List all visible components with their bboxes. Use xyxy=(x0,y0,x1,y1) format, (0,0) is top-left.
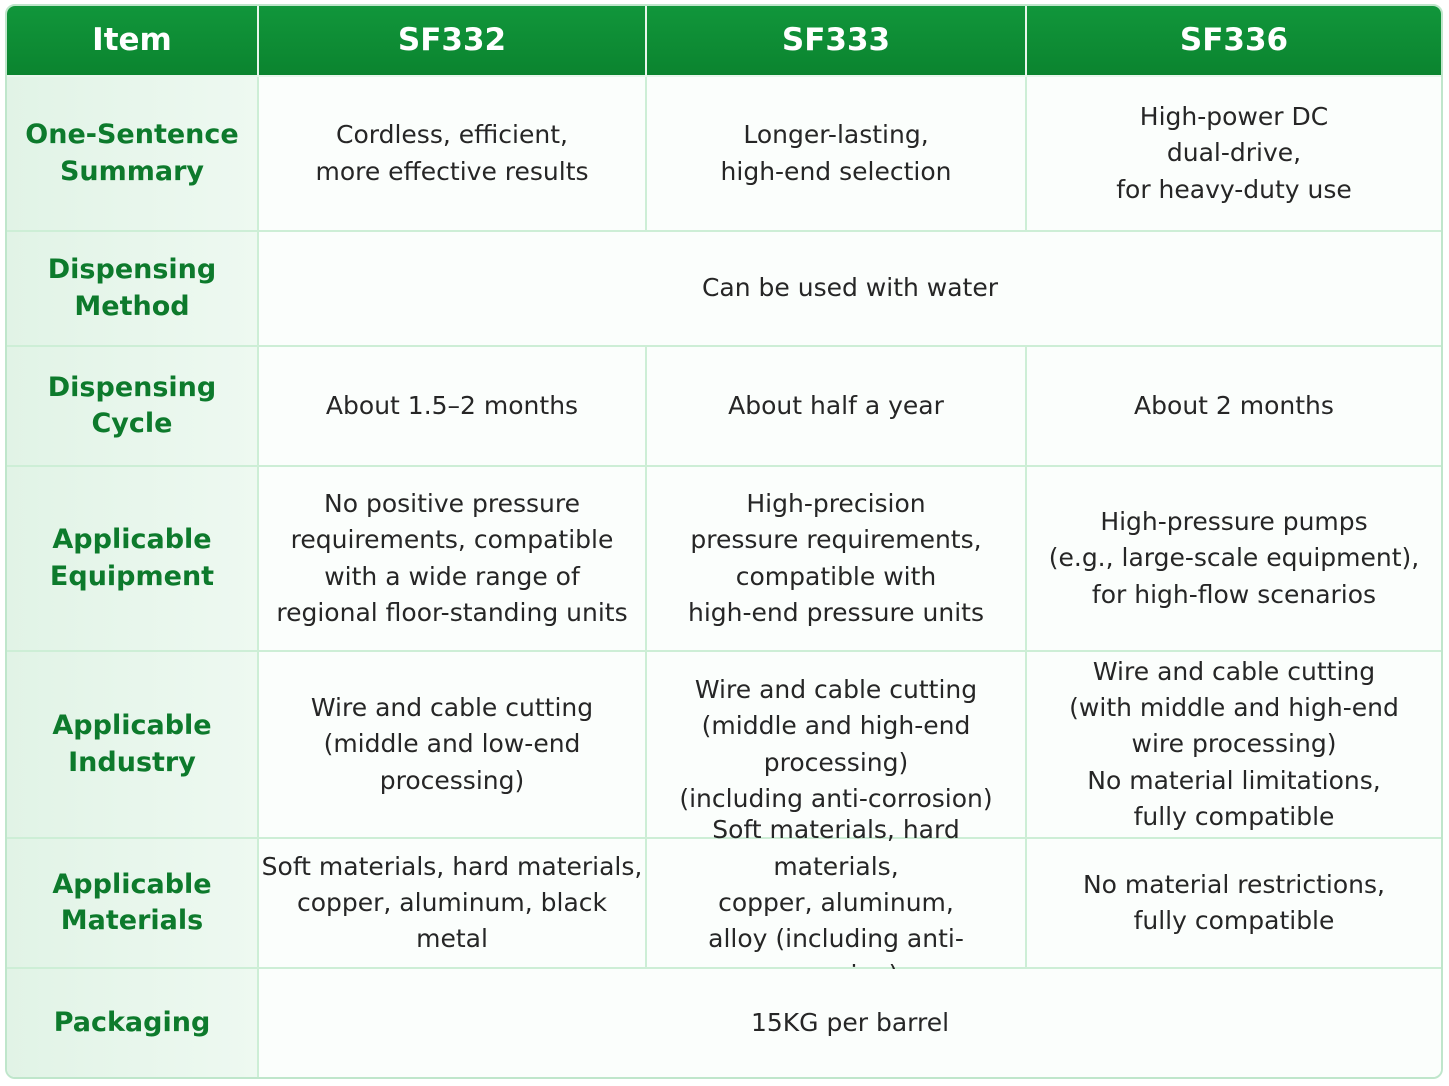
header-cell: SF336 xyxy=(1027,6,1441,77)
row-label: Dispensing Method xyxy=(7,232,259,347)
row-label: Applicable Industry xyxy=(7,652,259,839)
table-cell: Cordless, efficient, more effective resu… xyxy=(259,77,647,232)
table-cell: Wire and cable cutting (with middle and … xyxy=(1027,652,1441,839)
comparison-table: Item SF332 SF333 SF336 One-Sentence Summary C… xyxy=(5,4,1443,1079)
table-cell: Wire and cable cutting (middle and low-e… xyxy=(259,652,647,839)
table-cell: High-power DC dual-drive, for heavy-duty… xyxy=(1027,77,1441,232)
header-cell: SF333 xyxy=(647,6,1027,77)
table-cell: About 1.5–2 months xyxy=(259,347,647,467)
header-cell: SF332 xyxy=(259,6,647,77)
table-cell: No material restrictions, fully compatib… xyxy=(1027,839,1441,969)
merged-cell: 15KG per barrel xyxy=(259,969,1441,1077)
row-label: One-Sentence Summary xyxy=(7,77,259,232)
row-label: Applicable Materials xyxy=(7,839,259,969)
table-cell: High-pressure pumps (e.g., large-scale e… xyxy=(1027,467,1441,652)
table-cell: Soft materials, hard materials, copper, … xyxy=(259,839,647,969)
merged-cell: Can be used with water xyxy=(259,232,1441,347)
table-cell: About half a year xyxy=(647,347,1027,467)
table-cell: About 2 months xyxy=(1027,347,1441,467)
row-label: Applicable Equipment xyxy=(7,467,259,652)
table-cell: Wire and cable cutting (middle and high-… xyxy=(647,652,1027,839)
row-label: Dispensing Cycle xyxy=(7,347,259,467)
row-label: Packaging xyxy=(7,969,259,1077)
table-cell: High-precision pressure requirements, co… xyxy=(647,467,1027,652)
header-cell: Item xyxy=(7,6,259,77)
table-cell: Longer-lasting, high-end selection xyxy=(647,77,1027,232)
table-cell: No positive pressure requirements, compa… xyxy=(259,467,647,652)
table-cell: Soft materials, hard materials, copper, … xyxy=(647,815,1027,989)
